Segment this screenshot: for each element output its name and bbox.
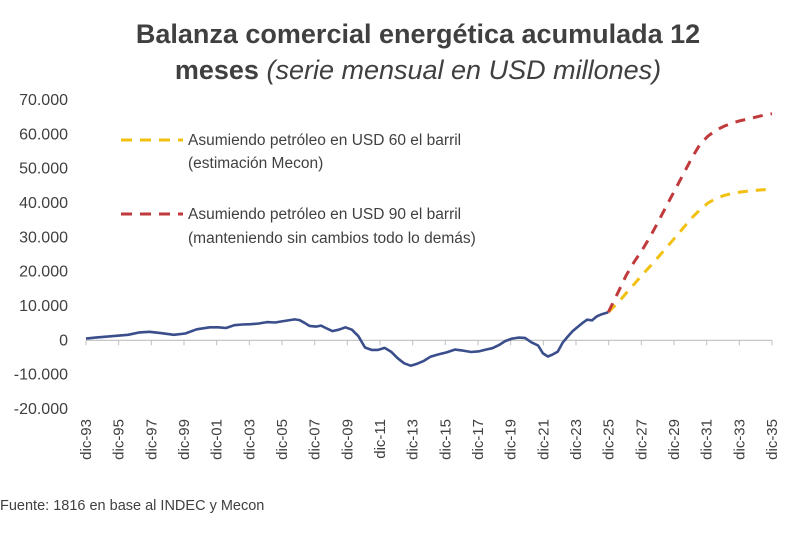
x-tick-label: dic-07	[307, 419, 324, 460]
x-tick-label: dic-09	[339, 419, 356, 460]
y-tick-label: 70.000	[19, 92, 68, 109]
title-line-2-bold: meses	[174, 55, 259, 85]
x-tick-label: dic-27	[633, 419, 650, 460]
x-tick-label: dic-99	[176, 419, 193, 460]
legend-label: Asumiendo petróleo en USD 60 el barril	[188, 132, 461, 149]
x-tick-label: dic-33	[731, 419, 748, 460]
x-tick-label: dic-93	[78, 419, 95, 460]
y-tick-label: 40.000	[19, 195, 68, 212]
x-tick-label: dic-23	[568, 419, 585, 460]
chart-title: Balanza comercial energética acumulada 1…	[0, 16, 800, 88]
x-tick-label: dic-05	[274, 419, 291, 460]
y-tick-label: 0	[59, 332, 68, 349]
legend-label-detail: (manteniendo sin cambios todo lo demás)	[188, 230, 476, 247]
title-subtitle: (serie mensual en USD millones)	[266, 55, 662, 85]
legend-label: Asumiendo petróleo en USD 90 el barril	[188, 206, 461, 223]
y-tick-label: -20.000	[14, 401, 68, 418]
x-tick-label: dic-19	[503, 419, 520, 460]
y-tick-label: 50.000	[19, 161, 68, 178]
x-tick-label: dic-95	[111, 419, 128, 460]
x-tick-label: dic-03	[241, 419, 258, 460]
historical-line	[85, 310, 609, 367]
title-line-1: Balanza comercial energética acumulada 1…	[135, 19, 701, 49]
y-tick-label: 60.000	[19, 126, 68, 143]
x-tick-label: dic-17	[470, 419, 487, 460]
x-tick-label: dic-29	[666, 419, 683, 460]
x-tick-label: dic-31	[699, 419, 716, 460]
y-tick-label: -10.000	[14, 367, 68, 384]
x-tick-label: dic-15	[437, 419, 454, 460]
x-tick-label: dic-35	[764, 419, 781, 460]
projection-line-usd90	[606, 112, 773, 313]
title-line-2: meses (serie mensual en USD millones)	[0, 52, 800, 88]
source-note: Fuente: 1816 en base al INDEC y Mecon	[0, 498, 265, 514]
y-tick-label: 10.000	[19, 298, 68, 315]
x-tick-label: dic-13	[405, 419, 422, 460]
projection-line-usd60	[607, 187, 773, 314]
x-tick-label: dic-11	[372, 419, 389, 459]
y-tick-label: 20.000	[19, 264, 68, 281]
legend-label-detail: (estimación Mecon)	[188, 155, 323, 172]
x-tick-label: dic-01	[209, 419, 226, 460]
x-tick-label: dic-25	[601, 419, 618, 460]
x-tick-label: dic-21	[535, 419, 552, 460]
x-tick-label: dic-97	[143, 419, 160, 460]
y-tick-label: 30.000	[19, 229, 68, 246]
